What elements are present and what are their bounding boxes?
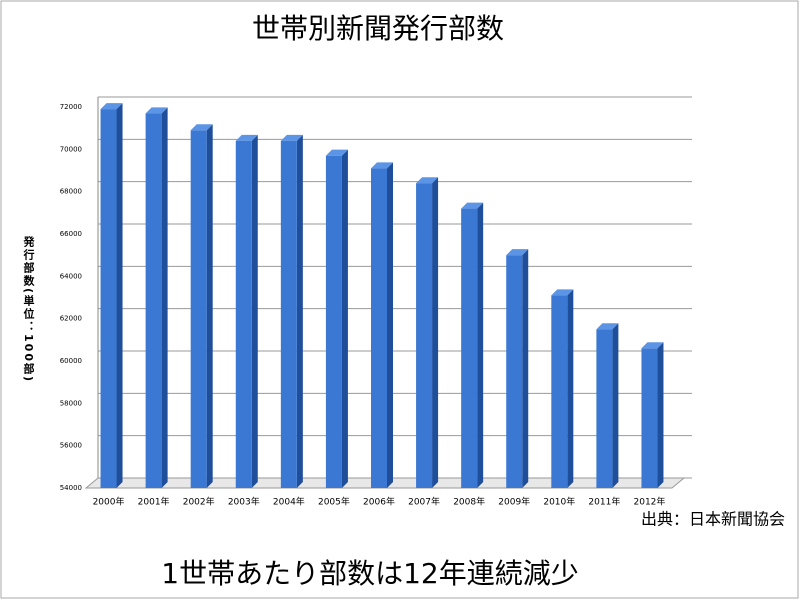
bar-side (522, 249, 529, 488)
bar-top (461, 202, 484, 209)
x-tick-label: 2001年 (138, 496, 170, 508)
bar-side (161, 107, 168, 488)
bar-top (416, 177, 439, 184)
x-tick-label: 2008年 (453, 496, 485, 508)
bar-side (341, 149, 348, 488)
bar-side (657, 342, 664, 488)
bar-side (432, 177, 439, 488)
bar-top (235, 134, 258, 141)
y-tick-label: 72000 (60, 103, 82, 111)
x-tick-label: 2010年 (543, 496, 575, 508)
x-tick-label: 2004年 (273, 496, 305, 508)
bar-side (251, 134, 258, 488)
y-tick-label: 62000 (60, 315, 82, 323)
x-tick-label: 2003年 (228, 496, 260, 508)
y-tick-label: 58000 (60, 399, 82, 407)
bar (416, 183, 433, 488)
x-tick-label: 2000年 (93, 496, 125, 508)
bar-side (116, 103, 123, 488)
bar-side (296, 134, 303, 488)
x-tick-label: 2006年 (363, 496, 395, 508)
bar (371, 168, 387, 488)
bar (641, 348, 658, 488)
bar (190, 130, 207, 489)
caption: 1世帯あたり部数は12年連続減少 (161, 557, 578, 590)
bar (325, 155, 342, 488)
bar-top (100, 103, 123, 110)
x-tick-label: 2011年 (588, 496, 620, 508)
bar (280, 140, 297, 488)
bar-top (641, 342, 664, 349)
bar (235, 140, 252, 488)
y-tick-label: 56000 (60, 442, 82, 450)
y-tick-label: 66000 (60, 230, 82, 238)
bar-side (206, 124, 213, 489)
chart-title: 世帯別新聞発行部数 (252, 12, 504, 45)
bar (506, 255, 523, 488)
y-tick-label: 54000 (60, 484, 82, 492)
x-tick-label: 2012年 (634, 496, 666, 508)
bar-top (145, 107, 168, 114)
x-tick-label: 2009年 (498, 496, 530, 508)
source: 出典：日本新聞協会 (641, 510, 785, 529)
y-tick-label: 64000 (60, 272, 82, 280)
x-tick-label: 2005年 (318, 496, 350, 508)
bar (145, 113, 162, 488)
bar (596, 329, 613, 488)
bar (100, 109, 117, 488)
bar (461, 208, 478, 488)
bar-side (387, 162, 393, 488)
y-tick-label: 60000 (60, 357, 82, 365)
bar (551, 295, 568, 488)
x-tick-label: 2007年 (408, 496, 440, 508)
bar-side (567, 289, 574, 488)
y-tick-label: 70000 (60, 145, 82, 153)
y-axis-label: 発行部数(単位：100部) (22, 235, 36, 383)
y-tick-label: 68000 (60, 188, 82, 196)
bar-side (612, 323, 619, 488)
bar-top (551, 289, 574, 296)
x-tick-label: 2002年 (183, 496, 215, 508)
bar-top (371, 162, 393, 169)
bar-top (506, 249, 529, 256)
bar-top (596, 323, 619, 330)
bar-top (190, 124, 213, 131)
bar-top (325, 149, 348, 156)
bar-side (477, 202, 484, 488)
bar-top (280, 134, 303, 141)
